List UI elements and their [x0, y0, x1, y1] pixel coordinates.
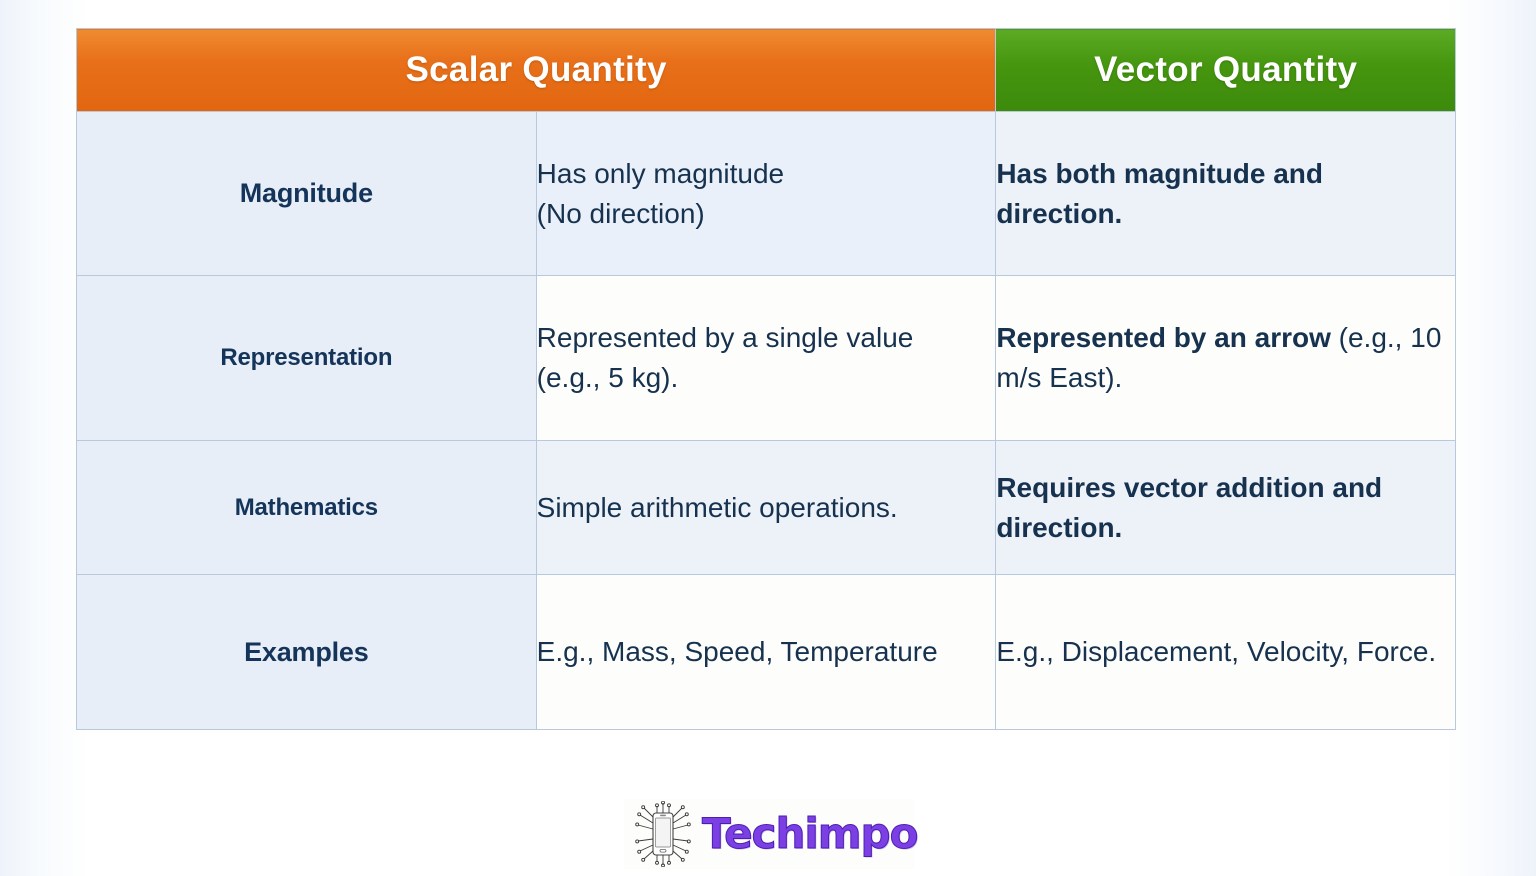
vector-text-strong: Represented by an arrow — [996, 322, 1331, 354]
vector-text-thin: (e.g., 10 m/s East). — [996, 322, 1442, 393]
row-label-representation: Representation — [76, 275, 537, 441]
techimpo-logo: Techimpo — [624, 799, 919, 869]
scalar-cell-magnitude: Has only magnitude (No direction) — [535, 111, 997, 276]
table-row: Mathematics Simple arithmetic operations… — [76, 440, 1456, 575]
scalar-cell-examples: E.g., Mass, Speed, Temperature — [535, 574, 997, 730]
smartphone-circuit-icon — [635, 801, 691, 867]
header-row: Scalar Quantity Vector Quantity — [75, 28, 1456, 112]
table-row: Magnitude Has only magnitude (No directi… — [76, 111, 1456, 276]
scalar-text-line-2: (No direction) — [536, 197, 705, 229]
table-body: Magnitude Has only magnitude (No directi… — [76, 111, 1456, 730]
table-row: Representation Represented by a single v… — [76, 275, 1456, 441]
table-row: Examples E.g., Mass, Speed, Temperature … — [76, 574, 1456, 730]
scalar-text-line-1: Has only magnitude — [536, 157, 785, 189]
header-scalar-quantity: Scalar Quantity — [75, 28, 997, 112]
vector-cell-examples: E.g., Displacement, Velocity, Force. — [995, 574, 1456, 730]
vector-text-strong: Has both magnitude and direction. — [996, 157, 1323, 229]
comparison-table-container: Scalar Quantity Vector Quantity Magnitud… — [75, 28, 1456, 730]
table-header: Scalar Quantity Vector Quantity — [75, 28, 1456, 112]
scalar-cell-representation: Represented by a single value (e.g., 5 k… — [535, 275, 997, 441]
scalar-text-line-1: Represented by a single value — [536, 322, 914, 354]
vector-cell-magnitude: Has both magnitude and direction. — [995, 111, 1456, 276]
logo-wordmark: Techimpo — [701, 809, 918, 858]
row-label-examples: Examples — [76, 574, 537, 730]
scalar-text-line-1: Simple arithmetic operations. — [536, 491, 898, 523]
row-label-magnitude: Magnitude — [76, 111, 537, 276]
row-label-mathematics: Mathematics — [76, 440, 537, 575]
scalar-text-line-1: E.g., Mass, Speed, Temperature — [536, 636, 938, 668]
scalar-text-line-2: (e.g., 5 kg). — [536, 362, 679, 393]
vector-cell-mathematics: Requires vector addition and direction. — [995, 440, 1456, 575]
header-vector-quantity: Vector Quantity — [995, 28, 1456, 112]
vector-text-strong: Requires vector addition and direction. — [996, 471, 1383, 543]
scalar-cell-mathematics: Simple arithmetic operations. — [535, 440, 997, 575]
scalar-vector-comparison-table: Scalar Quantity Vector Quantity Magnitud… — [75, 28, 1456, 730]
vector-cell-representation: Represented by an arrow (e.g., 10 m/s Ea… — [995, 275, 1456, 441]
vector-text-strong: E.g., Displacement, Velocity, Force. — [996, 636, 1437, 668]
